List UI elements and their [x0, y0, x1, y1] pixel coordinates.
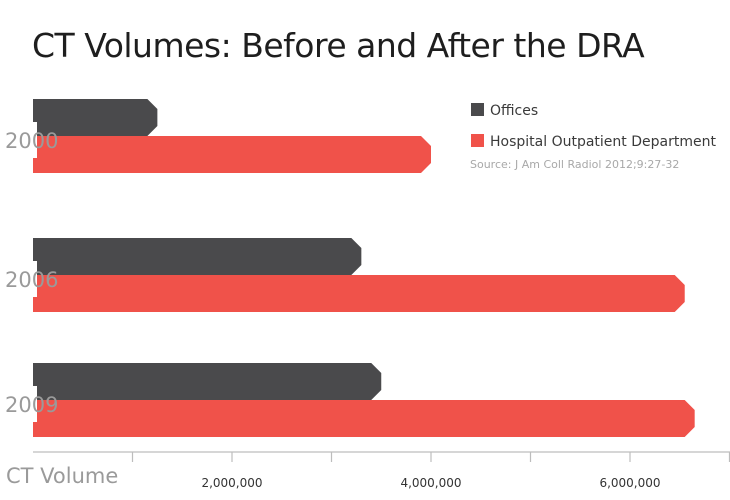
category-label-2006: 2006 — [5, 268, 58, 292]
bar-hospital-outpatient-department-2009 — [33, 400, 695, 437]
x-tick-label: 4,000,000 — [400, 476, 461, 490]
category-label-2000: 2000 — [5, 129, 58, 153]
bar-hospital-outpatient-department-2000 — [33, 136, 431, 173]
x-tick-label: 2,000,000 — [201, 476, 262, 490]
year-label-box — [0, 386, 37, 422]
bar-offices-2000 — [33, 99, 158, 136]
legend-swatch-offices — [471, 103, 484, 116]
legend-item-hospital: Hospital Outpatient Department — [471, 134, 716, 150]
legend-item-offices: Offices — [471, 103, 538, 119]
x-axis-label: CT Volume — [6, 464, 119, 488]
bars: 2000 2006 2009 — [0, 99, 695, 437]
bar-offices-2009 — [33, 363, 382, 400]
year-label-box — [0, 122, 37, 158]
source-note: Source: J Am Coll Radiol 2012;9:27-32 — [470, 158, 680, 171]
x-tick-label: 6,000,000 — [599, 476, 660, 490]
bar-offices-2006 — [33, 238, 362, 275]
x-axis-ticks — [131, 452, 730, 462]
category-label-2009: 2009 — [5, 393, 58, 417]
chart-title: CT Volumes: Before and After the DRA — [32, 26, 645, 65]
x-axis-tick-labels: 2,000,000 4,000,000 6,000,000 — [201, 476, 660, 490]
year-label-box — [0, 261, 37, 297]
legend-label-hospital: Hospital Outpatient Department — [490, 134, 716, 150]
legend-swatch-hospital — [471, 134, 484, 147]
legend-label-offices: Offices — [490, 103, 539, 119]
bar-hospital-outpatient-department-2006 — [33, 275, 685, 312]
